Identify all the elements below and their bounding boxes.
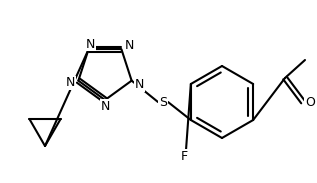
Text: N: N (100, 100, 110, 113)
Text: O: O (305, 96, 315, 109)
Text: N: N (125, 39, 134, 52)
Text: N: N (86, 38, 95, 51)
Text: N: N (66, 76, 75, 89)
Text: N: N (135, 78, 144, 91)
Text: F: F (180, 150, 188, 163)
Text: S: S (159, 96, 167, 109)
